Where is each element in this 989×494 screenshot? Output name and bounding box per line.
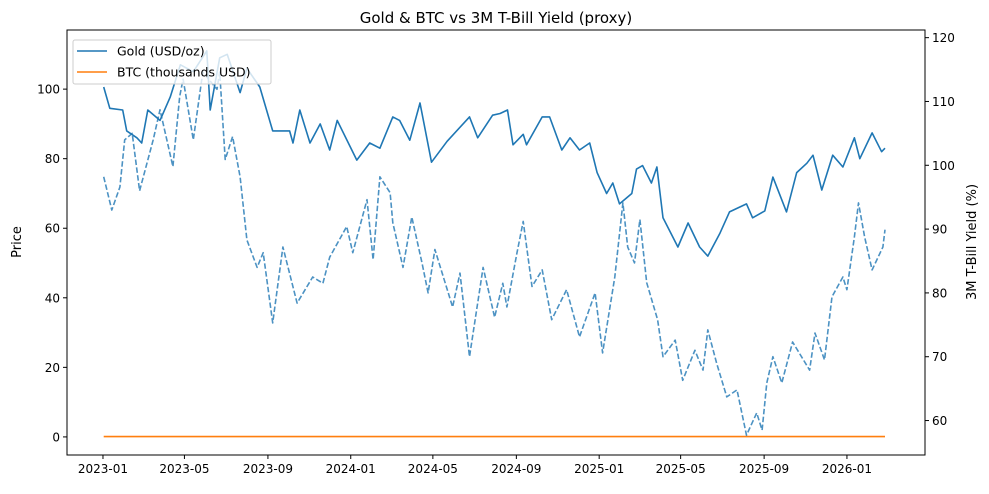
y-tick-label: 80 [45, 152, 60, 166]
legend: Gold (USD/oz) BTC (thousands USD) [72, 39, 272, 85]
x-tick-label: 2025-05 [656, 462, 706, 476]
y-axis-right-label: 3M T-Bill Yield (%) [965, 184, 980, 300]
series-line-yield [102, 71, 886, 437]
y-tick-label: 20 [45, 361, 60, 375]
x-tick-label: 2025-09 [739, 462, 789, 476]
legend-label-btc: BTC (thousands USD) [117, 65, 251, 80]
y-right-tick-label: 120 [932, 31, 955, 45]
x-tick-label: 2026-01 [822, 462, 872, 476]
y-axis-label: Price [10, 226, 25, 258]
legend-label-gold: Gold (USD/oz) [117, 44, 205, 59]
x-tick-label: 2023-01 [78, 462, 128, 476]
y-tick-label: 60 [45, 222, 60, 236]
x-tick-label: 2023-05 [159, 462, 209, 476]
y-right-tick-label: 80 [932, 286, 947, 300]
x-tick-label: 2025-01 [574, 462, 624, 476]
chart-title: Gold & BTC vs 3M T-Bill Yield (proxy) [360, 9, 633, 27]
y-right-tick-label: 90 [932, 223, 947, 237]
x-tick-label: 2024-01 [326, 462, 376, 476]
y-right-tick-label: 110 [932, 95, 955, 109]
y-right-tick-label: 70 [932, 350, 947, 364]
legend-box [72, 39, 272, 85]
y-right-tick-label: 100 [932, 159, 955, 173]
x-tick-label: 2023-09 [243, 462, 293, 476]
series-layer [102, 50, 886, 438]
axes-layer: 2023-01 2023-05 2023-09 2024-01 2024-05 2024-… [37, 31, 955, 476]
y-tick-label: 0 [52, 430, 60, 444]
y-tick-label: 100 [37, 83, 60, 97]
x-tick-label: 2024-05 [408, 462, 458, 476]
x-tick-label: 2024-09 [491, 462, 541, 476]
plot-frame [66, 29, 926, 456]
y-right-tick-label: 60 [932, 414, 947, 428]
y-tick-label: 40 [45, 291, 60, 305]
